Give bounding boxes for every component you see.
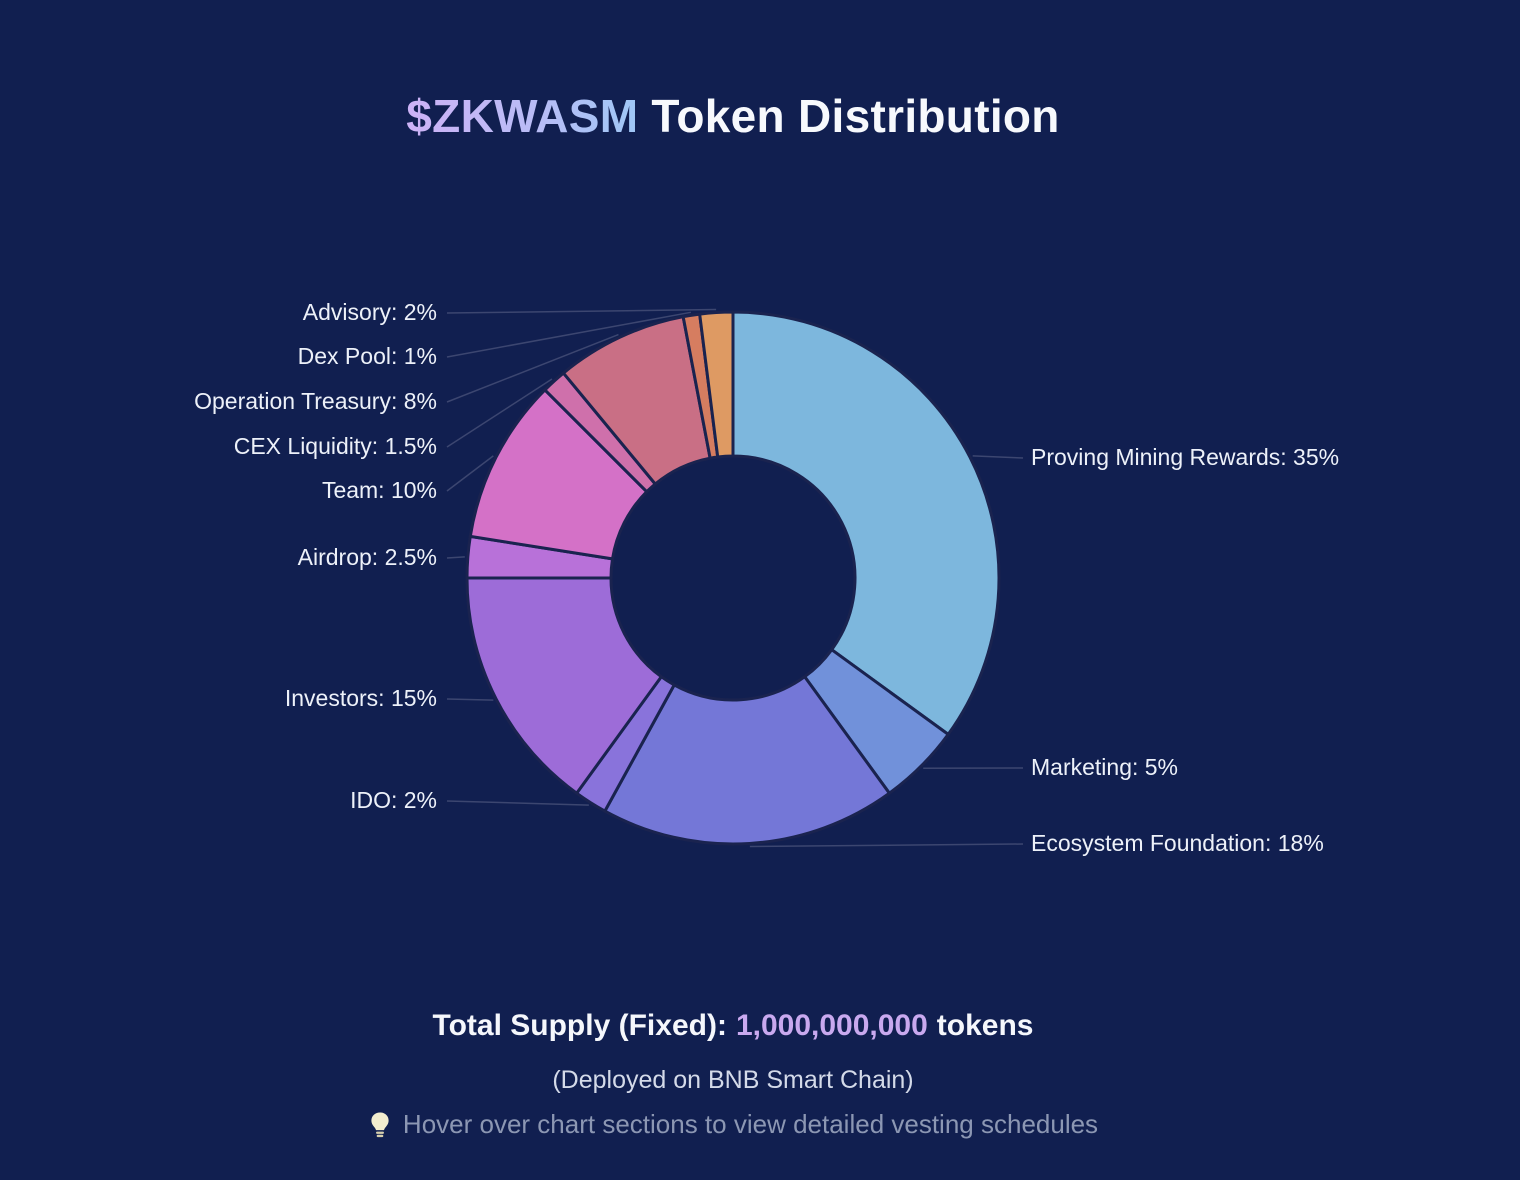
lightbulb-icon (371, 1112, 389, 1138)
leader-line-operation-treasury (446, 333, 619, 403)
donut-slice-advisory[interactable] (698, 310, 735, 459)
leader-line-team (446, 455, 494, 492)
slice-label-team: Team: 10% (321, 477, 437, 504)
slice-label-cex-liquidity: CEX Liquidity: 1.5% (233, 433, 437, 460)
leader-line-dex-pool (446, 311, 692, 358)
supply-suffix: tokens (936, 1009, 1034, 1042)
hover-hint-text: Hover over chart sections to view detail… (402, 1109, 1099, 1139)
slice-label-ecosystem-foundation: Ecosystem Foundation: 18% (1031, 830, 1324, 857)
slice-label-advisory: Advisory: 2% (302, 299, 437, 326)
slice-label-proving-mining-rewards: Proving Mining Rewards: 35% (1031, 444, 1340, 471)
slice-label-ido: IDO: 2% (350, 787, 437, 814)
leader-line-ido (446, 800, 589, 806)
donut-slice-proving-mining-rewards[interactable] (731, 310, 1001, 736)
slice-label-airdrop: Airdrop: 2.5% (297, 544, 437, 571)
supply-value: 1,000,000,000 (735, 1009, 928, 1042)
title-ticker: $ZKWASM (406, 90, 639, 142)
donut-slice-investors[interactable] (465, 576, 663, 795)
leader-line-investors (446, 698, 494, 701)
slice-label-dex-pool: Dex Pool: 1% (297, 343, 437, 370)
slice-label-operation-treasury: Operation Treasury: 8% (194, 388, 437, 415)
page-title: $ZKWASM Token Distribution (0, 89, 1466, 143)
total-supply-line: Total Supply (Fixed): 1,000,000,000 toke… (0, 1009, 1466, 1043)
deployed-line: (Deployed on BNB Smart Chain) (552, 1066, 914, 1094)
leader-line-ecosystem-foundation (749, 843, 1024, 848)
leader-line-advisory (446, 308, 717, 314)
slice-label-investors: Investors: 15% (284, 685, 437, 712)
title-text: Token Distribution (651, 90, 1060, 142)
leader-line-proving-mining-rewards (972, 455, 1024, 459)
supply-label: Total Supply (Fixed): (432, 1009, 727, 1042)
hover-hint-line: Hover over chart sections to view detail… (0, 1109, 1466, 1140)
leader-line-airdrop (446, 556, 465, 559)
leader-line-cex-liquidity (446, 378, 553, 448)
slice-label-marketing: Marketing: 5% (1031, 754, 1179, 781)
donut-slice-ecosystem-foundation[interactable] (603, 675, 891, 846)
